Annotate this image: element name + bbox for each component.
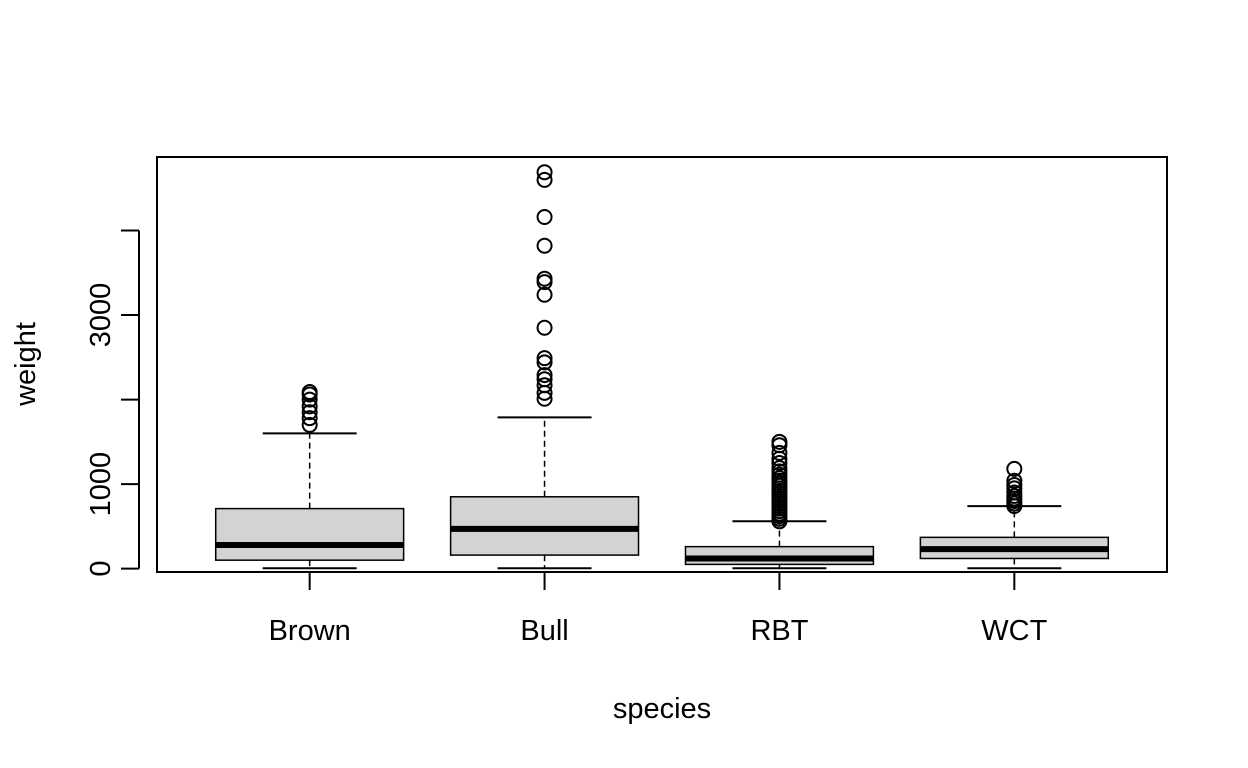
outlier-point: [536, 367, 553, 384]
x-axis-title: species: [613, 693, 711, 725]
outlier-point: [536, 377, 553, 394]
outlier-point: [536, 354, 553, 371]
box-rbt: [684, 433, 875, 570]
outlier-point: [536, 286, 553, 303]
outlier-point: [1006, 460, 1023, 477]
y-tick-label: 3000: [85, 283, 117, 348]
outlier-point: [536, 350, 553, 367]
outlier-point: [771, 460, 788, 477]
outlier-point: [771, 433, 788, 450]
x-tick-label-brown: Brown: [269, 615, 351, 647]
outlier-point: [536, 371, 553, 388]
outlier-point: [1006, 472, 1023, 489]
outlier-point: [536, 319, 553, 336]
outlier-point: [301, 404, 318, 421]
x-axis: Brown Bull RBT WCT: [269, 571, 1048, 647]
iqr-box: [214, 507, 405, 561]
outlier-point: [301, 410, 318, 427]
y-tick-label: 1000: [85, 452, 117, 517]
outlier-point: [771, 444, 788, 461]
box-brown: [214, 383, 405, 570]
outlier-point: [301, 391, 318, 408]
x-tick-label-rbt: RBT: [750, 615, 808, 647]
outlier-point: [771, 454, 788, 471]
outlier-point: [1006, 484, 1023, 501]
outlier-point: [536, 164, 553, 181]
y-tick-label: 0: [85, 561, 117, 577]
outlier-point: [301, 383, 318, 400]
outlier-point: [536, 171, 553, 188]
outlier-point: [536, 270, 553, 287]
y-axis-title: weight: [10, 322, 42, 407]
outlier-point: [1006, 476, 1023, 493]
y-axis: 0 1000 3000: [85, 229, 140, 577]
outlier-point: [536, 237, 553, 254]
box-wct: [919, 460, 1110, 570]
x-tick-label-wct: WCT: [981, 615, 1047, 647]
outlier-point: [301, 416, 318, 433]
plot-layer: [214, 164, 1110, 570]
box-bull: [449, 164, 640, 570]
outlier-point: [536, 209, 553, 226]
x-tick-label-bull: Bull: [520, 615, 568, 647]
